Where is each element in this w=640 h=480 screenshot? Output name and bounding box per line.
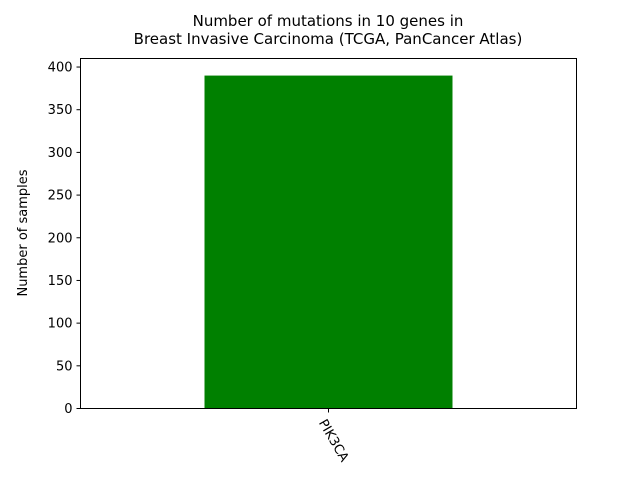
y-tick-label: 150 — [48, 274, 73, 289]
y-tick-label: 250 — [48, 189, 73, 204]
plot-frame — [80, 58, 577, 409]
chart-title-line-1: Number of mutations in 10 genes in — [193, 12, 464, 30]
chart-title: Number of mutations in 10 genes in Breas… — [134, 12, 523, 48]
y-tick-label: 200 — [48, 231, 73, 246]
y-axis-ticks: 0 50 100 150 200 250 300 350 400 — [48, 61, 81, 417]
y-tick-label: 350 — [48, 103, 73, 118]
y-tick-label: 50 — [56, 359, 73, 374]
y-axis-label: Number of samples — [16, 169, 31, 296]
x-tick-label: PIK3CA — [315, 417, 351, 465]
chart-title-line-2: Breast Invasive Carcinoma (TCGA, PanCanc… — [134, 30, 523, 48]
y-tick-label: 100 — [48, 317, 73, 332]
y-tick-label: 300 — [48, 146, 73, 161]
x-axis-ticks: PIK3CA — [315, 408, 351, 465]
bars-group — [204, 75, 453, 409]
bar-pik3ca — [204, 75, 453, 409]
y-tick-label: 400 — [48, 61, 73, 76]
y-tick-label: 0 — [64, 402, 72, 417]
